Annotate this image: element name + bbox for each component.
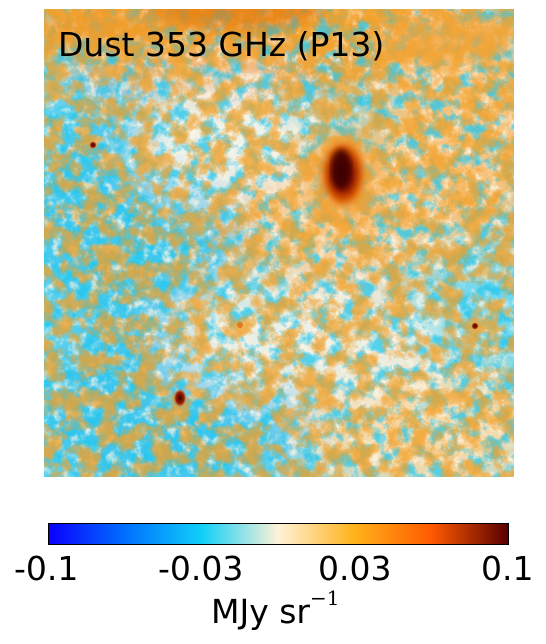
colorbar-tick-label: -0.03	[158, 549, 244, 588]
colorbar	[48, 523, 509, 545]
dust-map: Dust 353 GHz (P13)	[44, 9, 514, 477]
point-sources	[89, 141, 479, 408]
unit-main: MJy sr	[211, 592, 310, 631]
dust-cloud	[302, 129, 386, 229]
colorbar-tick-label: -0.1	[14, 549, 79, 588]
unit-exponent: −1	[309, 586, 340, 610]
colorbar-tick-label: 0.03	[318, 549, 392, 588]
dust-intensity-image	[44, 9, 514, 477]
colorbar-tick-label: 0.1	[481, 549, 534, 588]
colorbar-unit-label: MJy sr−1	[211, 586, 339, 631]
map-title: Dust 353 GHz (P13)	[58, 25, 385, 64]
